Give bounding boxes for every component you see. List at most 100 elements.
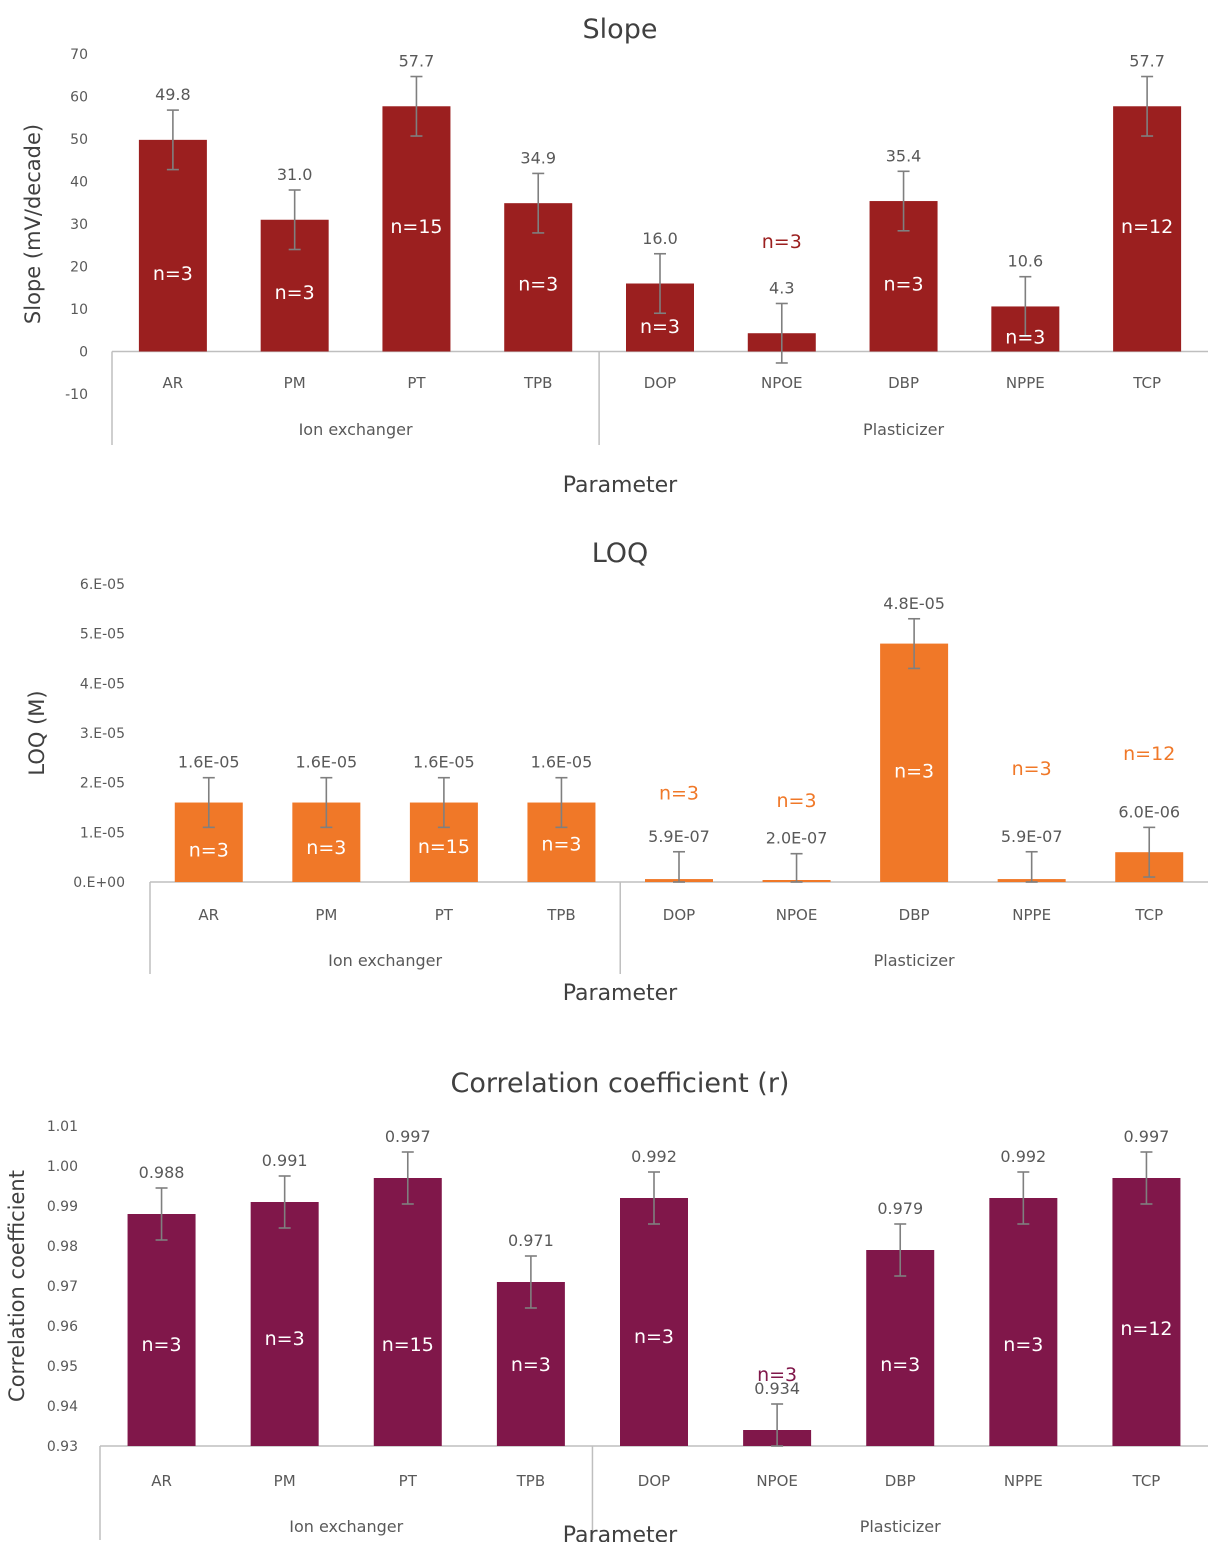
sample-size-label: n=3 (762, 231, 802, 253)
y-tick-label: 0 (79, 345, 88, 361)
data-label: 0.997 (385, 1127, 431, 1146)
data-label: 35.4 (886, 146, 922, 165)
x-tick-label: NPOE (761, 374, 803, 392)
y-axis-label: LOQ (M) (25, 690, 49, 775)
x-tick-label: NPOE (776, 906, 818, 924)
chart-title: Correlation coefficient (r) (451, 1068, 790, 1099)
x-tick-label: DBP (888, 374, 919, 392)
group-label: Plasticizer (860, 1517, 941, 1536)
sample-size-label: n=3 (265, 1328, 305, 1350)
group-label: Ion exchanger (299, 420, 413, 439)
data-label: 1.6E-05 (178, 753, 240, 772)
sample-size-label: n=3 (189, 840, 229, 862)
y-tick-label: 1.01 (47, 1119, 78, 1135)
data-label: 5.9E-07 (648, 827, 710, 846)
sample-size-label: n=3 (1005, 327, 1045, 349)
data-label: 1.6E-05 (413, 753, 475, 772)
bar (1112, 1178, 1181, 1446)
sample-size-label: n=3 (541, 833, 581, 855)
data-label: 57.7 (1129, 52, 1165, 71)
y-tick-label: 50 (70, 132, 88, 148)
group-label: Plasticizer (874, 951, 955, 970)
data-label: 0.992 (1000, 1147, 1046, 1166)
x-tick-label: AR (198, 906, 219, 924)
y-tick-label: 4.E-05 (80, 676, 125, 692)
bar (496, 1282, 565, 1446)
x-tick-label: NPPE (1012, 906, 1051, 924)
y-tick-label: 40 (70, 175, 88, 191)
loq-chart: LOQ LOQ (M) 0.E+00 1.E-05 2.E-05 3.E-05 4.E-05… (25, 540, 1208, 1006)
y-tick-label: 0.93 (47, 1439, 78, 1455)
x-axis-label: Parameter (563, 473, 678, 498)
data-label: 1.6E-05 (295, 753, 357, 772)
y-tick-label: 0.95 (47, 1359, 78, 1375)
x-axis-label: Parameter (563, 981, 678, 1006)
x-tick-label: PM (315, 906, 337, 924)
sample-size-label: n=3 (511, 1354, 551, 1376)
sample-size-label: n=3 (777, 790, 817, 812)
sample-size-label: n=3 (153, 263, 193, 285)
y-tick-label: 20 (70, 260, 88, 276)
slope-chart: Slope Slope (mV/decade) -10 0 10 20 30 40 50 60 70… (21, 14, 1208, 498)
x-tick-label: NPOE (756, 1472, 798, 1490)
x-tick-label: PT (435, 906, 454, 924)
x-tick-label: TCP (1132, 1472, 1161, 1490)
sample-size-label: n=12 (1121, 216, 1173, 238)
x-tick-label: AR (163, 374, 184, 392)
data-label: 0.934 (754, 1379, 800, 1398)
bar (880, 643, 949, 882)
sample-size-label: n=3 (142, 1334, 182, 1356)
y-tick-label: 5.E-05 (80, 627, 125, 643)
bar (382, 106, 451, 352)
data-label: 0.979 (877, 1199, 923, 1218)
data-label: 0.992 (631, 1147, 677, 1166)
bar (250, 1202, 319, 1446)
x-tick-label: AR (151, 1472, 172, 1490)
data-label: 6.0E-06 (1118, 802, 1180, 821)
sample-size-label: n=3 (894, 760, 934, 782)
x-tick-label: NPPE (1006, 374, 1045, 392)
y-tick-label: 0.97 (47, 1279, 78, 1295)
y-tick-label: 0.99 (47, 1199, 78, 1215)
bar (620, 1198, 688, 1446)
x-tick-label: PM (284, 374, 306, 392)
chart-title: Slope (583, 14, 658, 45)
y-tick-label: -10 (65, 387, 88, 403)
x-tick-label: PT (399, 1472, 418, 1490)
sample-size-label: n=3 (659, 783, 699, 805)
sample-size-label: n=12 (1123, 743, 1175, 765)
chart-title: LOQ (592, 540, 649, 569)
bar (1113, 106, 1182, 352)
sample-size-label: n=3 (634, 1326, 674, 1348)
sample-size-label: n=12 (1120, 1318, 1172, 1340)
data-label: 4.3 (769, 278, 794, 297)
data-label: 1.6E-05 (531, 753, 593, 772)
x-tick-label: PT (407, 374, 426, 392)
sample-size-label: n=3 (640, 316, 680, 338)
x-tick-label: TPB (546, 906, 576, 924)
y-tick-label: 30 (70, 217, 88, 233)
data-label: 0.988 (139, 1163, 185, 1182)
bar (127, 1214, 196, 1446)
data-label: 34.9 (520, 148, 556, 167)
sample-size-label: n=3 (306, 837, 346, 859)
x-axis-label: Parameter (563, 1523, 678, 1542)
y-tick-label: 1.00 (47, 1159, 78, 1175)
data-label: 49.8 (155, 85, 191, 104)
sample-size-label: n=3 (1012, 758, 1052, 780)
y-tick-label: 6.E-05 (80, 577, 125, 593)
group-label: Ion exchanger (328, 951, 442, 970)
bar (989, 1198, 1058, 1446)
bar (138, 139, 207, 352)
data-label: 4.8E-05 (883, 594, 945, 613)
data-label: 0.971 (508, 1231, 554, 1250)
data-label: 31.0 (277, 165, 313, 184)
y-tick-label: 70 (70, 47, 88, 63)
data-label: 10.6 (1008, 252, 1044, 271)
x-tick-label: TPB (523, 374, 553, 392)
sample-size-label: n=3 (880, 1354, 920, 1376)
x-tick-label: NPPE (1004, 1472, 1043, 1490)
data-label: 5.9E-07 (1001, 827, 1063, 846)
x-tick-label: DOP (644, 374, 676, 392)
